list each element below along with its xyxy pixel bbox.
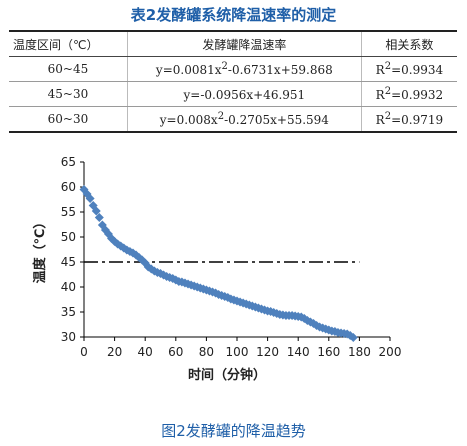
data-point	[85, 194, 95, 203]
r2-value: =0.9934	[391, 63, 444, 77]
y-tick-label: 60	[61, 180, 76, 194]
table-title: 表2发酵罐系统降温速率的测定	[130, 6, 337, 24]
table-header-row: 温度区间（℃） 发酵罐降温速率 相关系数	[9, 30, 457, 57]
r2-cell: R2=0.9719	[361, 106, 457, 133]
x-tick-label: 80	[199, 345, 214, 359]
equation-main: y=0.008x	[159, 113, 218, 127]
equation-main: y=0.0081x	[155, 63, 222, 77]
equation-exponent: 2	[221, 61, 228, 72]
x-tick-label: 200	[379, 345, 402, 359]
equation-cell: y=0.0081x2-0.6731x+59.868	[126, 56, 362, 82]
equation-rest: -0.2705x+55.594	[224, 113, 329, 127]
r2-cell: R2=0.9934	[361, 56, 457, 82]
equation-main: y=-0.0956x+46.951	[183, 88, 306, 102]
table-row: 60~45 y=0.0081x2-0.6731x+59.868 R2=0.993…	[9, 56, 457, 82]
header-correlation: 相关系数	[361, 30, 457, 57]
x-tick-label: 180	[348, 345, 371, 359]
y-tick-label: 40	[61, 280, 76, 294]
equation-cell: y=-0.0956x+46.951	[126, 81, 362, 107]
equation-cell: y=0.008x2-0.2705x+55.594	[126, 106, 362, 133]
range-cell: 60~30	[9, 106, 128, 133]
figure-caption: 图2发酵罐的降温趋势	[161, 422, 306, 440]
cooling-trend-chart: 30 35 40 45 50 55 60 65 0 20 40 60 80 100 120 140 160 180…	[32, 155, 402, 383]
x-tick-label: 40	[138, 345, 153, 359]
data-point	[348, 333, 358, 342]
r2-value: =0.9932	[391, 88, 444, 102]
r2-value: =0.9719	[391, 113, 444, 127]
r2-exponent: 2	[384, 61, 392, 72]
y-tick-label: 30	[61, 330, 76, 344]
y-tick-label: 65	[61, 155, 76, 169]
data-point	[91, 206, 101, 216]
x-tick-label: 160	[317, 345, 340, 359]
x-tick-label: 20	[107, 345, 122, 359]
x-tick-label: 100	[226, 345, 249, 359]
x-tick-label: 60	[168, 345, 183, 359]
data-point	[94, 213, 104, 222]
table-row: 45~30 y=-0.0956x+46.951 R2=0.9932	[9, 81, 457, 107]
equation-exponent: 2	[217, 111, 225, 122]
y-tick-label: 35	[61, 305, 76, 319]
r2-symbol: R	[375, 63, 385, 77]
r2-exponent: 2	[384, 86, 392, 97]
table-row: 60~30 y=0.008x2-0.2705x+55.594 R2=0.9719	[9, 106, 457, 133]
header-temperature-range: 温度区间（℃）	[9, 30, 128, 57]
x-tick-label: 140	[287, 345, 310, 359]
r2-cell: R2=0.9932	[361, 81, 457, 107]
x-tick-label: 120	[256, 345, 279, 359]
x-axis-title: 时间（分钟）	[188, 367, 266, 383]
y-axis-title: 温度（℃）	[32, 216, 48, 284]
equation-rest: -0.6731x+59.868	[227, 63, 333, 77]
r2-symbol: R	[375, 88, 385, 102]
x-tick-label: 0	[80, 345, 88, 359]
range-cell: 60~45	[9, 56, 128, 82]
y-tick-label: 45	[61, 255, 76, 269]
header-cooling-rate: 发酵罐降温速率	[126, 30, 362, 57]
r2-exponent: 2	[384, 111, 392, 122]
range-cell: 45~30	[9, 81, 128, 107]
y-tick-label: 55	[61, 205, 76, 219]
rate-table: 温度区间（℃） 发酵罐降温速率 相关系数 60~45 y=0.0081x2-0.…	[9, 30, 457, 133]
y-tick-label: 50	[61, 230, 76, 244]
r2-symbol: R	[375, 113, 385, 127]
